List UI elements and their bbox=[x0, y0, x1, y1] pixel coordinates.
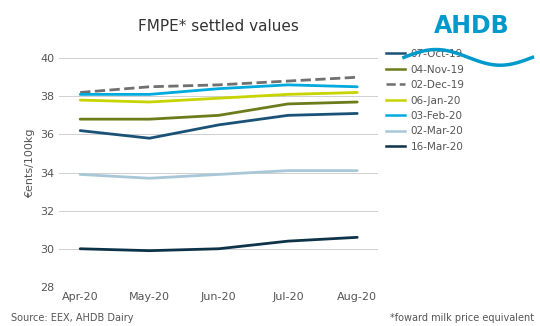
16-Mar-20 bbox=[146, 249, 153, 253]
06-Jan-20 bbox=[285, 93, 291, 96]
Legend: 07-Oct-19, 04-Nov-19, 02-Dec-19, 06-Jan-20, 03-Feb-20, 02-Mar-20, 16-Mar-20: 07-Oct-19, 04-Nov-19, 02-Dec-19, 06-Jan-… bbox=[387, 49, 464, 152]
16-Mar-20 bbox=[215, 247, 222, 251]
Line: 03-Feb-20: 03-Feb-20 bbox=[80, 85, 357, 95]
07-Oct-19 bbox=[354, 111, 361, 115]
07-Oct-19 bbox=[146, 136, 153, 140]
06-Jan-20 bbox=[146, 100, 153, 104]
16-Mar-20 bbox=[354, 235, 361, 239]
16-Mar-20 bbox=[285, 239, 291, 243]
06-Jan-20 bbox=[215, 96, 222, 100]
Line: 02-Mar-20: 02-Mar-20 bbox=[80, 170, 357, 178]
07-Oct-19 bbox=[215, 123, 222, 127]
04-Nov-19 bbox=[146, 117, 153, 121]
04-Nov-19 bbox=[285, 102, 291, 106]
02-Mar-20 bbox=[77, 172, 83, 176]
03-Feb-20 bbox=[285, 83, 291, 87]
Y-axis label: €ents/100kg: €ents/100kg bbox=[25, 128, 35, 198]
16-Mar-20 bbox=[77, 247, 83, 251]
Line: 06-Jan-20: 06-Jan-20 bbox=[80, 93, 357, 102]
02-Dec-19 bbox=[77, 91, 83, 95]
02-Mar-20 bbox=[285, 169, 291, 172]
Text: *foward milk price equivalent: *foward milk price equivalent bbox=[390, 313, 535, 323]
02-Mar-20 bbox=[146, 176, 153, 180]
02-Dec-19 bbox=[285, 79, 291, 83]
02-Dec-19 bbox=[146, 85, 153, 89]
04-Nov-19 bbox=[354, 100, 361, 104]
02-Mar-20 bbox=[354, 169, 361, 172]
02-Mar-20 bbox=[215, 172, 222, 176]
04-Nov-19 bbox=[215, 113, 222, 117]
03-Feb-20 bbox=[77, 93, 83, 96]
02-Dec-19 bbox=[354, 75, 361, 79]
03-Feb-20 bbox=[215, 87, 222, 91]
Line: 07-Oct-19: 07-Oct-19 bbox=[80, 113, 357, 138]
07-Oct-19 bbox=[285, 113, 291, 117]
07-Oct-19 bbox=[77, 129, 83, 133]
Line: 04-Nov-19: 04-Nov-19 bbox=[80, 102, 357, 119]
03-Feb-20 bbox=[354, 85, 361, 89]
Title: FMPE* settled values: FMPE* settled values bbox=[138, 19, 299, 34]
03-Feb-20 bbox=[146, 93, 153, 96]
06-Jan-20 bbox=[77, 98, 83, 102]
02-Dec-19 bbox=[215, 83, 222, 87]
Line: 02-Dec-19: 02-Dec-19 bbox=[80, 77, 357, 93]
04-Nov-19 bbox=[77, 117, 83, 121]
Text: Source: EEX, AHDB Dairy: Source: EEX, AHDB Dairy bbox=[11, 313, 133, 323]
06-Jan-20 bbox=[354, 91, 361, 95]
Line: 16-Mar-20: 16-Mar-20 bbox=[80, 237, 357, 251]
Text: AHDB: AHDB bbox=[434, 14, 510, 38]
